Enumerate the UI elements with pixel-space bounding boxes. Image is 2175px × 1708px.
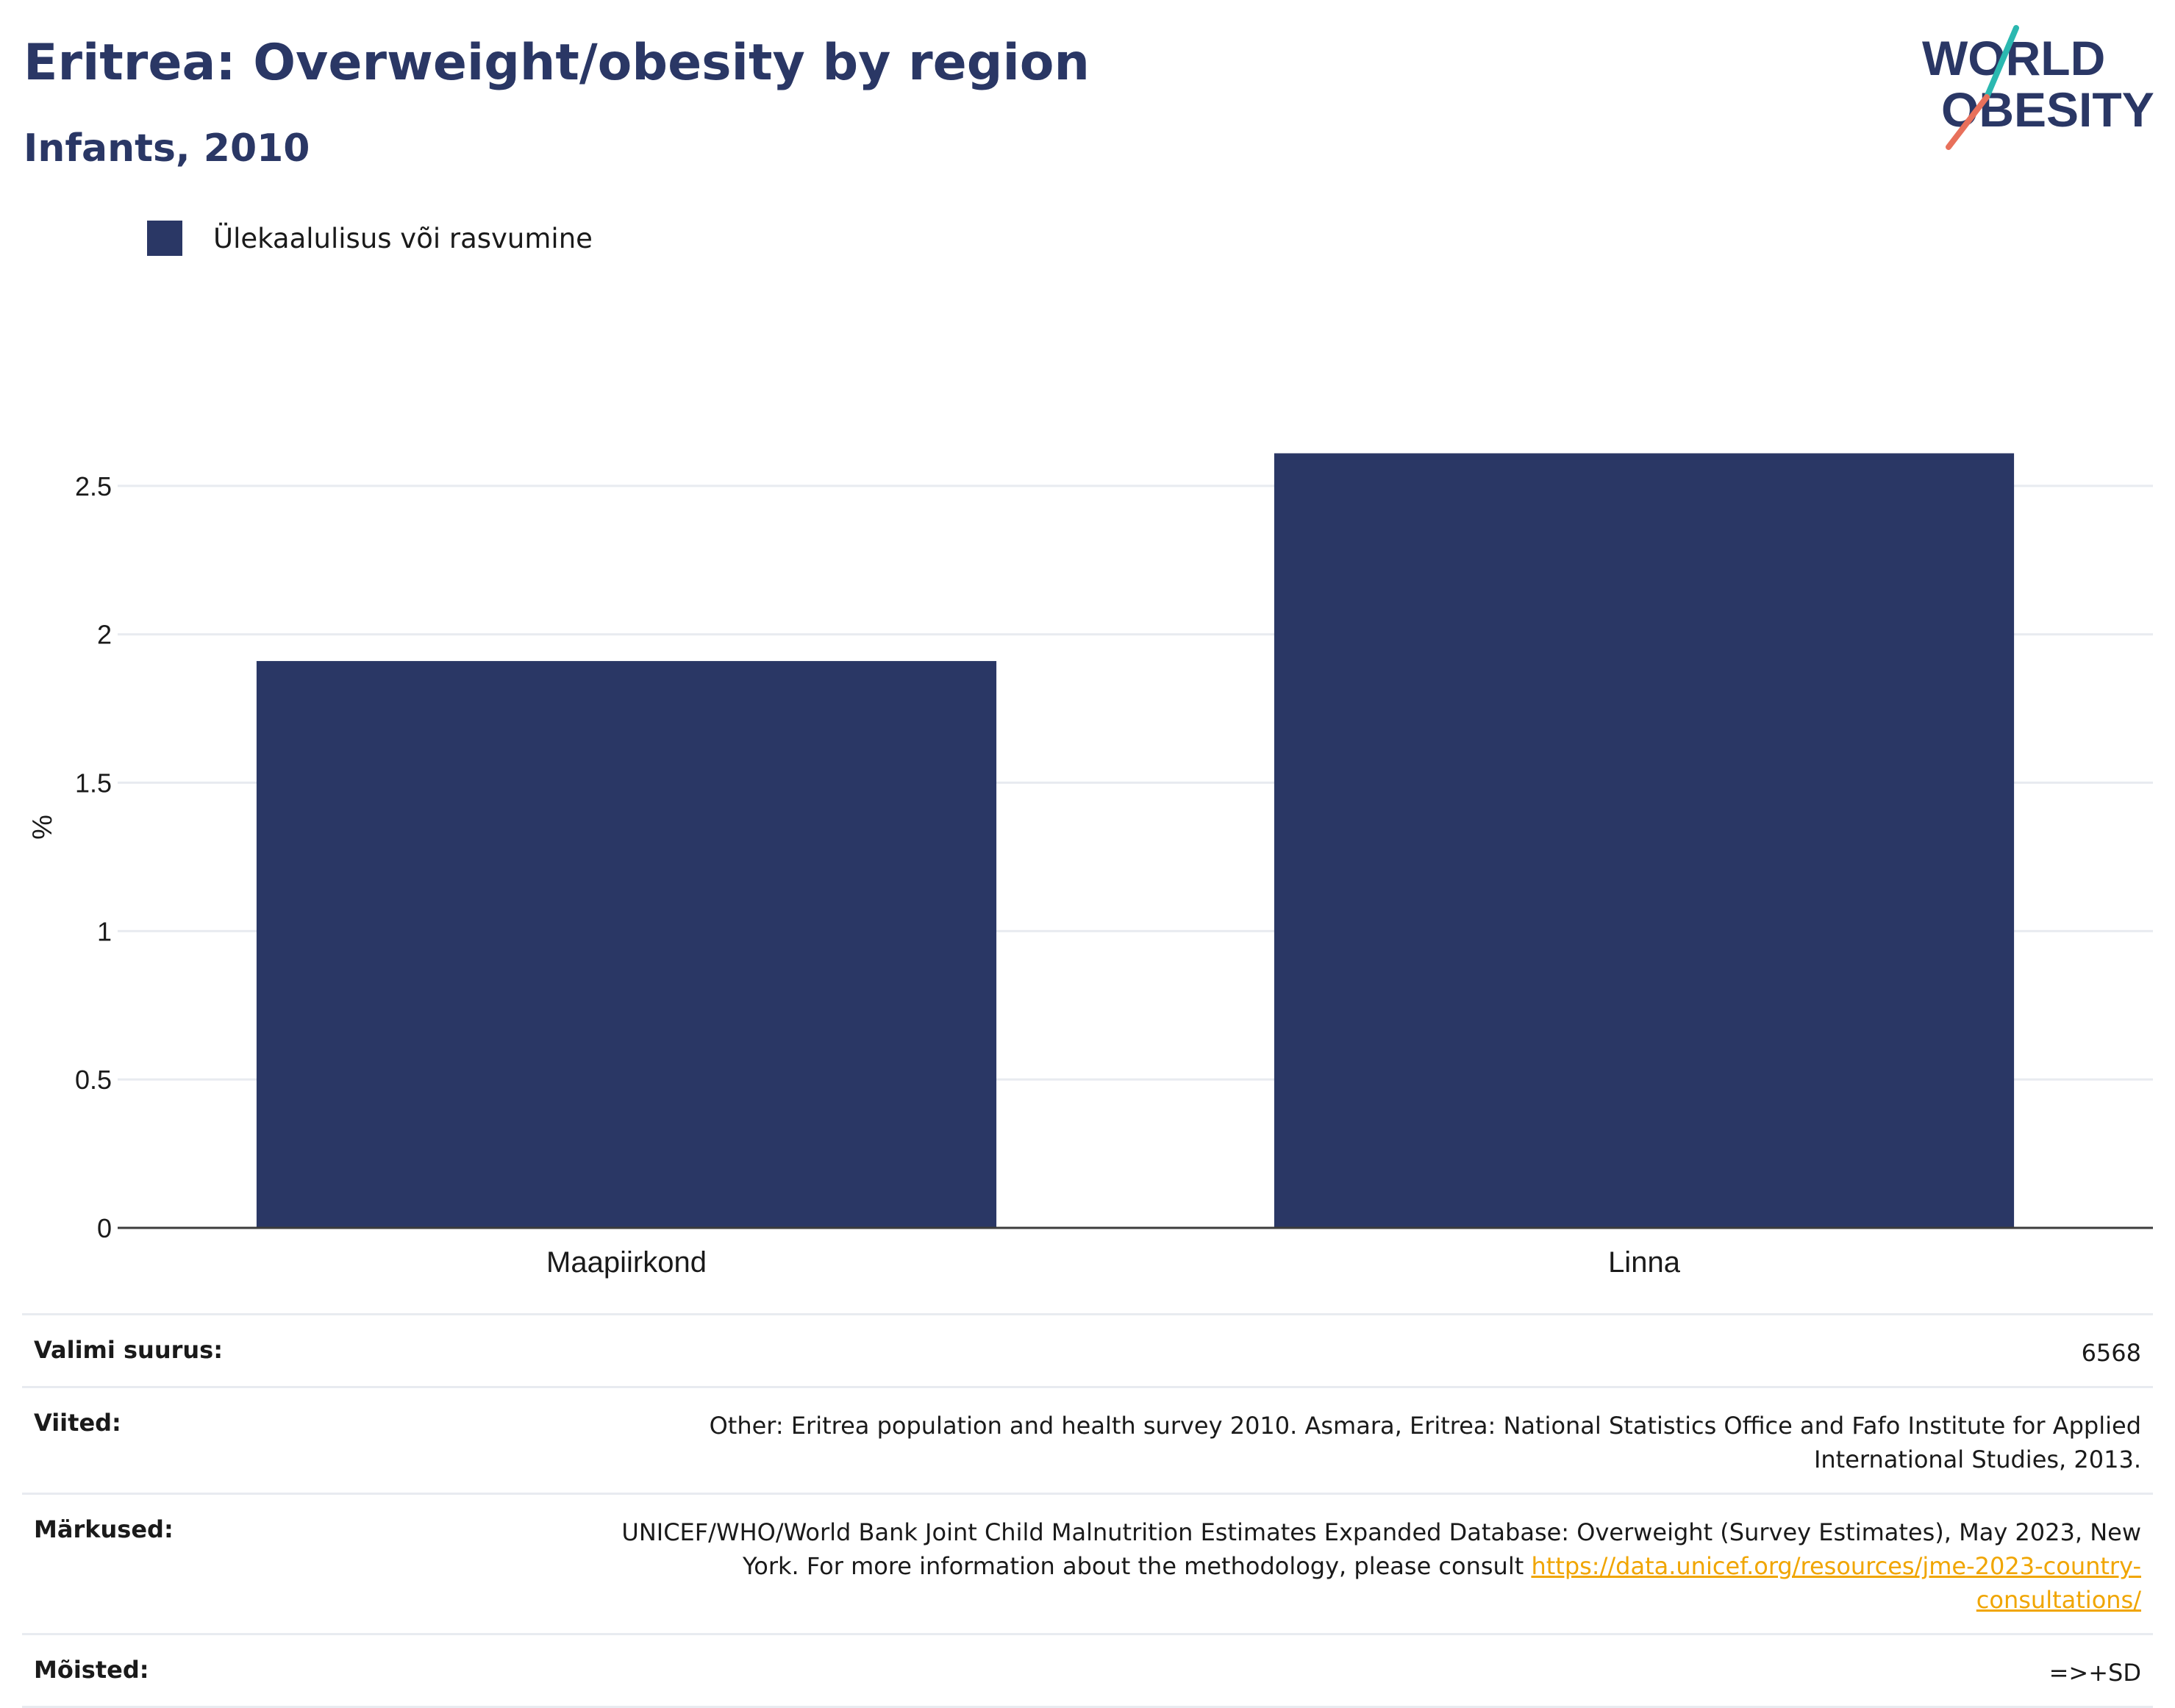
definitions-label: Mõisted: — [34, 1656, 149, 1684]
bar-linna[interactable] — [1274, 453, 2015, 1229]
references-value: Other: Eritrea population and health sur… — [709, 1412, 2141, 1473]
chart-title: Eritrea: Overweight/obesity by region — [24, 34, 1090, 92]
world-obesity-logo: WORLD OBESITY — [1922, 25, 2154, 150]
logo-slash-coral — [1946, 94, 1990, 150]
y-tick-label: 1.5 — [75, 768, 112, 798]
definitions-value: =>+SD — [2049, 1659, 2141, 1687]
chart-subtitle: Infants, 2010 — [24, 126, 310, 171]
y-tick-label: 1 — [97, 916, 112, 946]
info-row-references: Viited: Other: Eritrea population and he… — [22, 1386, 2153, 1493]
x-tick-label: Linna — [1608, 1246, 1681, 1279]
legend-swatch — [147, 221, 182, 256]
y-tick-label: 0.5 — [75, 1065, 112, 1095]
logo-slash-teal — [1984, 25, 2019, 100]
y-tick-label: 0 — [97, 1213, 112, 1243]
sample-size-value: 6568 — [2081, 1339, 2141, 1367]
sample-size-label: Valimi suurus: — [34, 1336, 224, 1364]
y-tick-label: 2.5 — [75, 471, 112, 501]
notes-text: UNICEF/WHO/World Bank Joint Child Malnut… — [621, 1518, 2141, 1580]
notes-label: Märkused: — [34, 1515, 174, 1543]
chart-legend[interactable]: Ülekaalulisus või rasvumine — [147, 221, 593, 256]
info-table: Valimi suurus: 6568 Viited: Other: Eritr… — [22, 1313, 2153, 1708]
y-axis-label: % — [27, 815, 58, 840]
x-tick-label: Maapiirkond — [546, 1246, 707, 1279]
info-row-definitions: Mõisted: =>+SD — [22, 1633, 2153, 1708]
axes: 0 0.5 1 1.5 2 2.5 Maapiirkond Linna — [75, 471, 2153, 1279]
legend-label: Ülekaalulisus või rasvumine — [213, 222, 593, 254]
y-tick-label: 2 — [97, 620, 112, 650]
bar-maapiirkond[interactable] — [256, 661, 997, 1228]
references-label: Viited: — [34, 1409, 121, 1437]
info-row-notes: Märkused: UNICEF/WHO/World Bank Joint Ch… — [22, 1493, 2153, 1633]
notes-value: UNICEF/WHO/World Bank Joint Child Malnut… — [582, 1515, 2141, 1617]
methodology-link[interactable]: https://data.unicef.org/resources/jme-20… — [1531, 1552, 2141, 1614]
info-row-sample-size: Valimi suurus: 6568 — [22, 1313, 2153, 1386]
bars — [256, 453, 2015, 1229]
bar-chart: 0 0.5 1 1.5 2 2.5 Maapiirkond Linna % — [27, 453, 2153, 1279]
